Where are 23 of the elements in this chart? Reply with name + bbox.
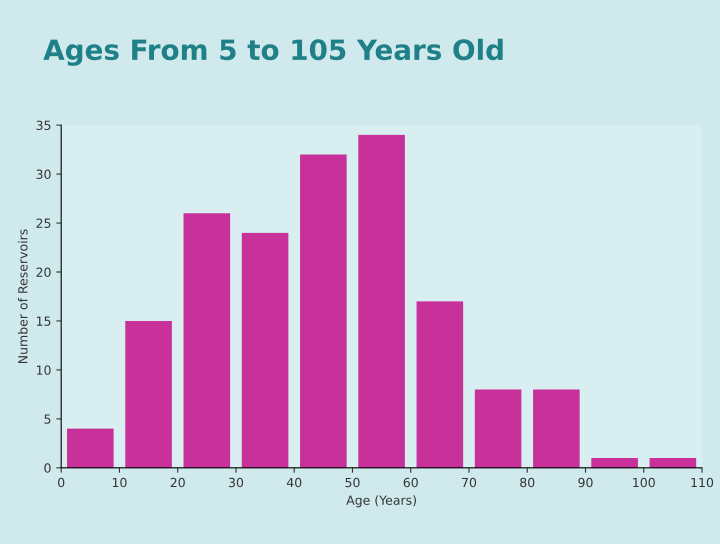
y-tick-label: 0 (44, 463, 51, 473)
x-tick-label: 60 (404, 478, 418, 488)
x-tick-label: 30 (228, 478, 244, 488)
x-tick-label: 50 (345, 478, 360, 488)
y-tick-label: 35 (36, 120, 50, 130)
y-tick-label: 30 (36, 170, 51, 180)
y-axis-title: Number of Reservoirs (18, 229, 28, 364)
x-tick-label: 100 (633, 478, 655, 488)
y-tick-label: 5 (44, 414, 50, 424)
x-axis-title: Age (Years) (346, 495, 416, 508)
x-tick-label: 0 (58, 478, 64, 488)
x-tick-label: 80 (520, 478, 534, 488)
y-tick-label: 15 (36, 316, 50, 326)
x-tick-label: 90 (578, 478, 593, 488)
x-tick-label: 40 (286, 478, 302, 488)
x-tick-label: 70 (462, 478, 476, 488)
y-tick-label: 25 (36, 218, 50, 228)
x-tick-label: 10 (112, 478, 127, 488)
x-tick-label: 20 (170, 478, 185, 488)
x-tick-label: 110 (691, 478, 714, 488)
chart-title: Ages From 5 to 105 Years Old (43, 38, 503, 66)
y-tick-label: 10 (36, 365, 51, 375)
y-tick-label: 20 (36, 267, 51, 277)
